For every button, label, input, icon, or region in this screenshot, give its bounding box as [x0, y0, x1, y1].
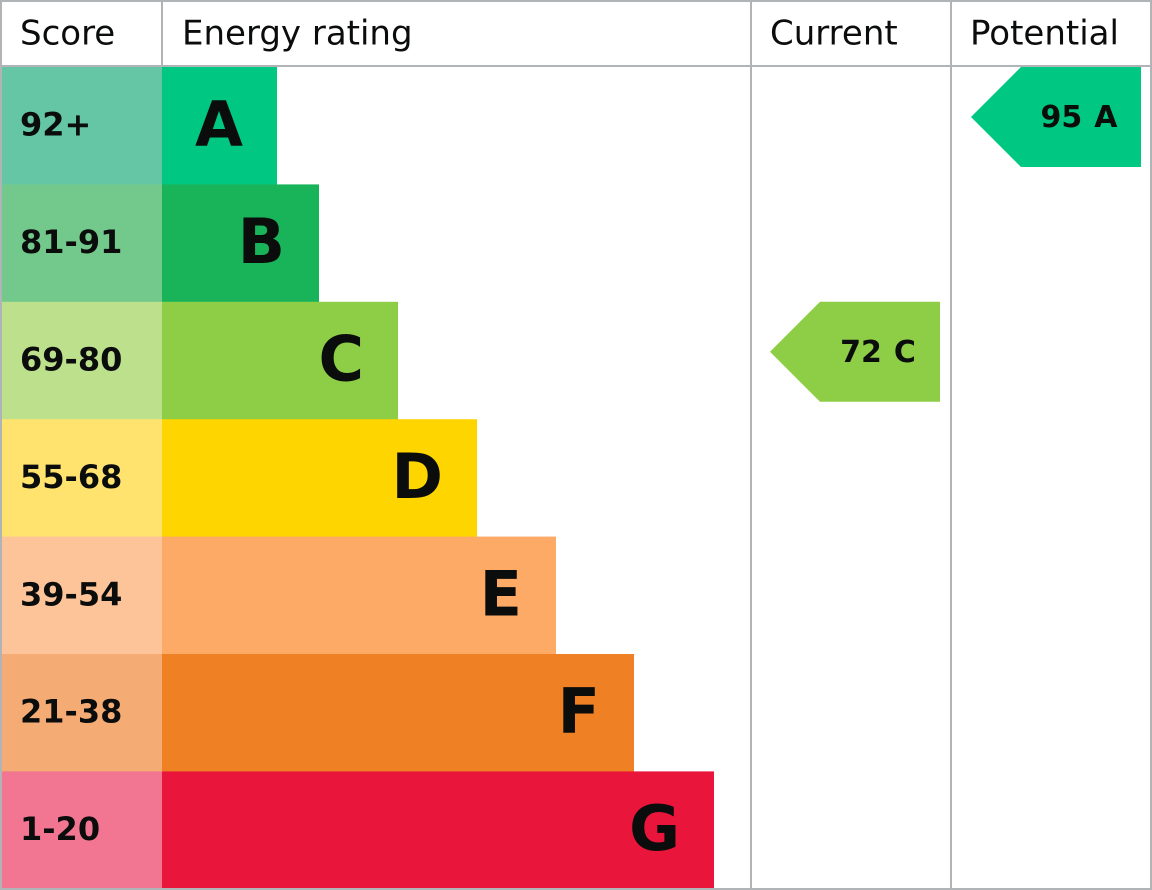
- arrows: 72 C 95 A: [770, 67, 1141, 402]
- band-letter: F: [558, 675, 600, 748]
- header-score: Score: [20, 14, 115, 54]
- rating-letter: C: [894, 334, 916, 369]
- current-rating: 72 C: [770, 301, 940, 402]
- score-range: 1-20: [20, 810, 100, 848]
- band-letter: E: [480, 557, 522, 630]
- band-letter: D: [392, 440, 443, 513]
- score-cell: [0, 419, 162, 538]
- score-range: 55-68: [20, 458, 122, 496]
- rating-label: 95 A: [1041, 100, 1119, 135]
- rating-bar: [162, 67, 277, 185]
- rating-bar: [162, 536, 556, 655]
- header-potential: Potential: [970, 14, 1119, 54]
- rating-bar: [162, 654, 634, 772]
- rating-value: 95: [1041, 100, 1083, 135]
- band-letter: C: [318, 323, 364, 396]
- score-range: 21-38: [20, 693, 122, 731]
- rating-label: 72 C: [840, 334, 916, 369]
- band-letter: B: [238, 205, 285, 278]
- score-range: 92+: [20, 106, 91, 144]
- rating-bar: [162, 419, 477, 538]
- rating-letter: A: [1094, 100, 1118, 135]
- score-cell: [0, 536, 162, 655]
- score-cell: [0, 654, 162, 772]
- header-current: Current: [770, 14, 898, 54]
- score-range: 39-54: [20, 575, 122, 613]
- score-cell: [0, 301, 162, 420]
- score-cell: [0, 184, 162, 303]
- rating-bar: [162, 184, 319, 303]
- score-cell: [0, 771, 162, 890]
- score-range: 81-91: [20, 223, 122, 261]
- rating-bar: [162, 301, 398, 420]
- rating-value: 72: [840, 334, 882, 369]
- band-letter: G: [629, 792, 680, 865]
- score-range: 69-80: [20, 341, 122, 379]
- rating-arrow: [971, 67, 1141, 167]
- header-energy-rating: Energy rating: [182, 14, 413, 54]
- rating-bar: [162, 771, 714, 890]
- rating-arrow: [770, 301, 940, 402]
- rows: 92+ A 81-91 B 69-80 C 55-68 D 39-54 E 21-38 F 1-20 G: [0, 67, 714, 890]
- potential-rating: 95 A: [971, 67, 1141, 167]
- band-letter: A: [195, 88, 243, 161]
- score-cell: [0, 67, 162, 185]
